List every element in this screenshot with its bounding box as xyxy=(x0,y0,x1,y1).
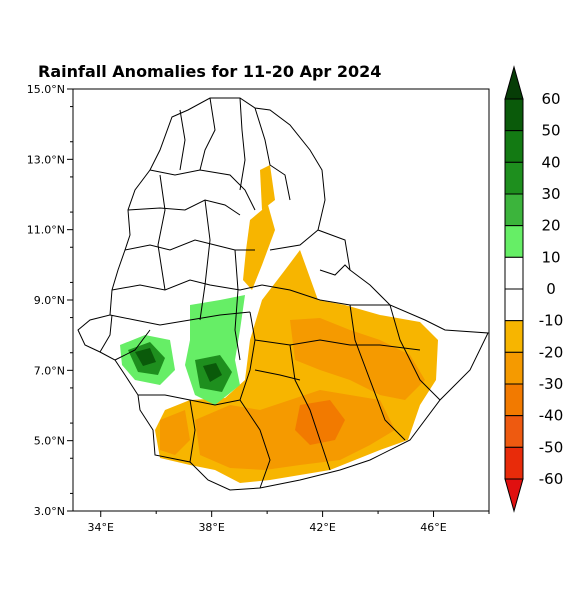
inner-boundary xyxy=(239,399,271,489)
colorbar-label: 20 xyxy=(541,217,560,235)
colorbar-bin xyxy=(504,193,524,227)
inner-boundary xyxy=(234,249,241,361)
colorbar-bin xyxy=(504,446,524,480)
colorbar-under-triangle xyxy=(504,478,524,513)
dry-anomaly-southwest xyxy=(160,410,190,455)
inner-boundary xyxy=(199,199,211,321)
colorbar-bin xyxy=(504,161,524,195)
colorbar-bin xyxy=(504,130,524,163)
country-outline xyxy=(77,97,489,491)
lon-tick-label: 46°E xyxy=(420,521,446,534)
colorbar-label: -60 xyxy=(539,470,564,488)
inner-boundary xyxy=(389,304,441,401)
colorbar-label: -30 xyxy=(539,375,564,393)
colorbar-label: -10 xyxy=(539,312,564,330)
lat-tick-label: 15.0°N xyxy=(27,83,65,96)
colorbar-label: -20 xyxy=(539,343,564,361)
colorbar-label: 0 xyxy=(546,280,556,298)
lat-tick-label: 3.0°N xyxy=(34,505,65,518)
inner-boundary xyxy=(289,344,331,471)
inner-boundary xyxy=(261,284,390,306)
inner-boundary xyxy=(254,107,291,201)
dry-anomaly-northcentral xyxy=(260,165,275,210)
colorbar-label: 60 xyxy=(541,90,560,108)
colorbar-bin xyxy=(504,320,524,353)
lon-tick-label: 42°E xyxy=(309,521,335,534)
longitude-axis: 34°E 38°E 42°E 46°E xyxy=(88,511,490,534)
colorbar-bin xyxy=(504,256,524,290)
inner-boundary xyxy=(319,264,351,276)
inner-boundary xyxy=(199,97,216,171)
inner-boundary xyxy=(111,279,263,291)
lon-tick-label: 38°E xyxy=(198,521,224,534)
map-title: Rainfall Anomalies for 11-20 Apr 2024 xyxy=(38,62,381,81)
colorbar: 60 50 40 30 20 10 0 -10 -20 -30 -40 -50 -60 xyxy=(504,65,564,513)
inner-boundary xyxy=(179,109,186,171)
dry-anomaly-west-strip xyxy=(243,205,275,290)
latitude-axis: 15.0°N 13.0°N 11.0°N 9.0°N 7.0°N 5.0°N 3.0°N xyxy=(27,83,73,518)
colorbar-over-triangle xyxy=(504,65,524,100)
inner-boundary xyxy=(149,169,256,211)
colorbar-bin xyxy=(504,98,524,132)
inner-boundary xyxy=(239,97,246,191)
colorbar-bin xyxy=(504,351,524,385)
colorbar-label: 40 xyxy=(541,153,560,171)
inner-boundary xyxy=(114,329,151,361)
colorbar-label: 10 xyxy=(541,248,560,266)
wet-anomaly-southwest-strong xyxy=(135,348,156,366)
lat-tick-label: 7.0°N xyxy=(34,364,65,377)
inner-boundary xyxy=(189,399,196,463)
lat-tick-label: 11.0°N xyxy=(27,224,65,237)
admin-boundaries xyxy=(77,97,489,491)
colorbar-label: 50 xyxy=(541,122,560,140)
inner-boundary xyxy=(109,311,251,326)
inner-boundary xyxy=(127,199,241,216)
wet-anomaly-center-strong xyxy=(203,363,222,382)
colorbar-label: 30 xyxy=(541,185,560,203)
inner-boundary xyxy=(269,229,319,251)
dry-anomaly-core-east xyxy=(290,318,425,400)
inner-boundary xyxy=(99,314,113,353)
inner-boundary xyxy=(239,311,256,401)
anomaly-fields xyxy=(120,165,438,483)
inner-boundary xyxy=(349,304,406,441)
inner-boundary xyxy=(254,369,301,381)
lon-tick-label: 34°E xyxy=(88,521,114,534)
colorbar-bin xyxy=(504,415,524,448)
dry-anomaly-strong xyxy=(295,400,345,445)
colorbar-bin xyxy=(504,225,524,258)
lat-tick-label: 13.0°N xyxy=(27,153,65,166)
colorbar-bin xyxy=(504,288,524,322)
colorbar-label: -50 xyxy=(539,438,564,456)
colorbar-bin xyxy=(504,383,524,417)
lat-tick-label: 5.0°N xyxy=(34,435,65,448)
lat-tick-label: 9.0°N xyxy=(34,294,65,307)
inner-boundary xyxy=(254,339,421,351)
colorbar-label: -40 xyxy=(539,407,564,425)
inner-boundary xyxy=(157,174,166,291)
